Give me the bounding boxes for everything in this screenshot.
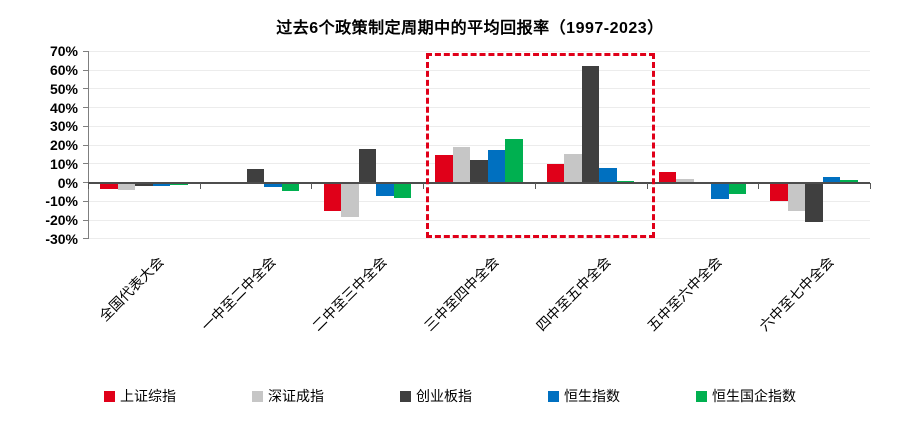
y-axis-tick — [83, 163, 88, 165]
y-axis-tick — [83, 182, 88, 183]
legend-swatch-icon — [696, 390, 707, 402]
bar-恒生指数-二中至三中全会 — [376, 182, 394, 196]
y-axis-line — [88, 51, 89, 239]
gridline — [88, 200, 870, 202]
y-axis-label: 30% — [49, 118, 78, 135]
bar-上证综指-二中至三中全会 — [323, 182, 342, 211]
gridline — [88, 219, 870, 221]
x-axis-label: 二中至三中全会 — [309, 253, 391, 335]
x-axis-label: 三中至四中全会 — [421, 253, 502, 335]
y-axis-tick — [83, 238, 88, 240]
legend-item-创业板指: 创业板指 — [400, 386, 472, 406]
x-axis-zero-line — [88, 181, 870, 184]
bar-上证综指-全国代表大会 — [100, 182, 118, 190]
legend-label: 深证成指 — [268, 388, 324, 404]
bar-创业板指-六中至七中全会 — [805, 182, 823, 222]
gridline — [88, 50, 870, 52]
x-axis-label: 六中至七中全会 — [756, 253, 837, 335]
bar-上证综指-六中至七中全会 — [770, 182, 788, 202]
bar-创业板指-四中至五中全会 — [581, 66, 600, 183]
x-axis-tick — [646, 182, 648, 189]
bar-恒生指数-四中至五中全会 — [599, 167, 617, 183]
legend-item-恒生国企指数: 恒生国企指数 — [696, 386, 796, 406]
y-axis-label: 60% — [49, 62, 78, 78]
chart-title: 过去6个政策制定周期中的平均回报率（1997-2023） — [276, 20, 664, 37]
legend-swatch-icon — [548, 390, 559, 402]
bar-恒生指数-三中至四中全会 — [487, 149, 506, 183]
bar-恒生国企指数-五中至六中全会 — [728, 182, 747, 194]
x-axis-label: 五中至六中全会 — [644, 253, 726, 335]
x-axis-tick — [870, 182, 871, 189]
bar-上证综指-四中至五中全会 — [546, 163, 565, 183]
gridline — [88, 88, 870, 90]
gridline — [88, 238, 870, 240]
x-axis-tick — [534, 182, 536, 189]
y-axis-tick — [83, 50, 88, 52]
legend-swatch-icon — [104, 390, 115, 402]
bar-深证成指-五中至六中全会 — [676, 178, 694, 183]
x-axis-tick — [311, 182, 313, 189]
bar-创业板指-二中至三中全会 — [358, 148, 377, 183]
legend-item-恒生指数: 恒生指数 — [548, 386, 620, 406]
x-axis-tick — [423, 182, 425, 189]
bar-创业板指-一中至二中全会 — [246, 169, 265, 183]
bar-恒生指数-五中至六中全会 — [711, 182, 729, 200]
y-axis-tick — [83, 219, 88, 221]
bar-恒生指数-全国代表大会 — [152, 182, 171, 187]
legend-label: 恒生指数 — [564, 388, 620, 404]
y-axis-label: 10% — [49, 155, 78, 172]
y-axis-label: 20% — [49, 137, 78, 153]
x-axis-label: 全国代表大会 — [95, 253, 167, 325]
legend-label: 恒生国企指数 — [712, 388, 796, 404]
legend-swatch-icon — [400, 390, 411, 402]
bar-上证综指-五中至六中全会 — [658, 172, 677, 183]
y-axis-label: -20% — [45, 212, 78, 228]
bar-恒生国企指数-二中至三中全会 — [393, 182, 412, 198]
y-axis-tick — [83, 88, 88, 90]
bar-创业板指-全国代表大会 — [135, 182, 153, 187]
bar-恒生国企指数-全国代表大会 — [170, 182, 188, 186]
gridline — [88, 125, 870, 127]
gridline — [88, 69, 870, 71]
bar-恒生指数-一中至二中全会 — [264, 182, 282, 188]
legend-item-深证成指: 深证成指 — [252, 386, 324, 406]
legend-label: 上证综指 — [120, 388, 176, 404]
y-axis-tick — [83, 200, 88, 202]
y-axis-tick — [83, 107, 88, 108]
bar-恒生国企指数-六中至七中全会 — [840, 179, 858, 183]
y-axis-label: -10% — [45, 193, 78, 210]
x-axis-label: 一中至二中全会 — [197, 253, 279, 335]
bar-恒生国企指数-三中至四中全会 — [505, 139, 523, 183]
y-axis-label: 0% — [57, 174, 78, 191]
bar-深证成指-全国代表大会 — [117, 182, 136, 190]
x-axis-tick — [88, 182, 89, 189]
bar-恒生国企指数-一中至二中全会 — [281, 182, 300, 191]
bar-深证成指-二中至三中全会 — [341, 182, 359, 218]
bar-上证综指-三中至四中全会 — [435, 155, 453, 183]
bar-恒生指数-六中至七中全会 — [822, 176, 841, 183]
gridline — [88, 144, 870, 146]
y-axis-label: 70% — [49, 43, 78, 60]
bar-深证成指-四中至五中全会 — [564, 154, 582, 183]
chart-legend: 上证综指 深证成指 创业板指 恒生指数 恒生国企指数 — [0, 386, 900, 406]
y-axis-label: -30% — [45, 230, 78, 247]
x-axis-tick — [758, 182, 760, 189]
gridline — [88, 107, 870, 108]
y-axis-label: 50% — [49, 80, 78, 97]
bar-创业板指-三中至四中全会 — [470, 160, 488, 183]
x-axis-label: 四中至五中全会 — [532, 253, 614, 335]
highlight-box — [426, 53, 655, 238]
y-axis-label: 40% — [49, 99, 78, 116]
y-axis-tick — [83, 144, 88, 146]
y-axis-tick — [83, 125, 88, 127]
y-axis-tick — [83, 69, 88, 71]
legend-label: 创业板指 — [416, 388, 472, 404]
legend-item-上证综指: 上证综指 — [104, 386, 176, 406]
x-axis-tick — [199, 182, 201, 189]
legend-swatch-icon — [252, 390, 263, 402]
bar-深证成指-三中至四中全会 — [452, 146, 471, 183]
bar-深证成指-六中至七中全会 — [787, 182, 806, 211]
